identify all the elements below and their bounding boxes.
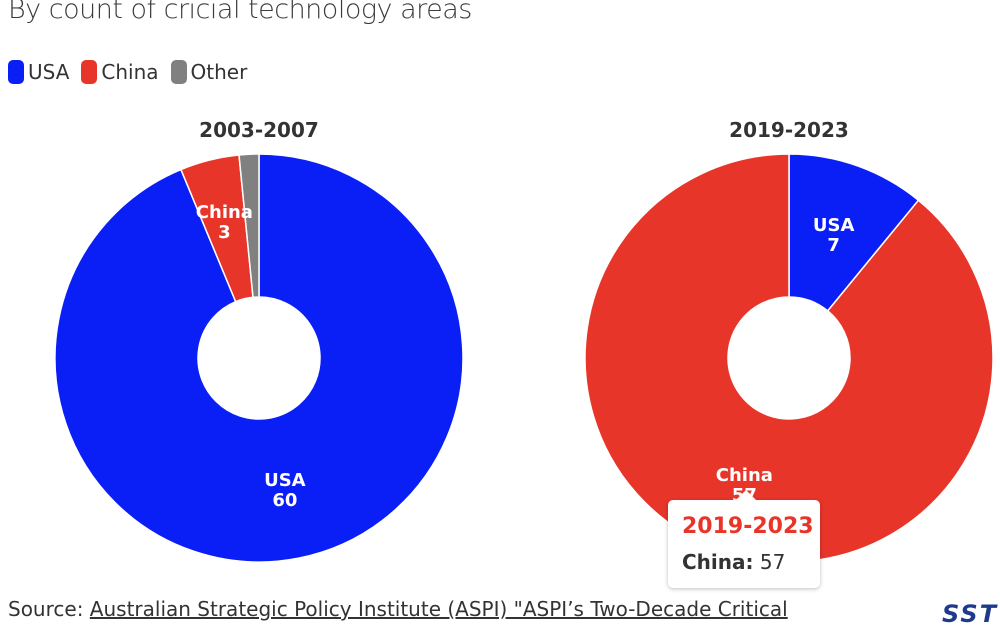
legend-item-usa[interactable]: USA xyxy=(8,60,69,84)
donut-title: 2019-2023 xyxy=(729,118,849,142)
data-label-usa: USA 60 xyxy=(264,470,306,511)
slice-other[interactable] xyxy=(238,153,260,299)
donut-title: 2003-2007 xyxy=(199,118,319,142)
chart-subtitle: By count of cricial technology areas xyxy=(8,0,472,25)
tooltip-title: 2019-2023 xyxy=(682,514,814,539)
legend-item-china[interactable]: China xyxy=(81,60,159,84)
tooltip-body: China: 57 xyxy=(682,550,785,574)
slice-usa[interactable] xyxy=(54,153,464,563)
legend-swatch-other xyxy=(170,60,187,84)
legend-item-other[interactable]: Other xyxy=(170,60,248,84)
slice-china[interactable] xyxy=(584,153,994,563)
legend-label: China xyxy=(101,60,159,84)
legend-swatch-china xyxy=(81,60,98,84)
logo: SST xyxy=(942,600,999,628)
donut-chart-1: 2003-2007 USA 60 China 3 xyxy=(54,118,464,563)
data-label-china: China 3 xyxy=(196,202,253,243)
tooltip: 2019-2023 China: 57 xyxy=(668,490,820,588)
data-label-usa: USA 7 xyxy=(813,215,855,256)
source-prefix: Source: xyxy=(8,597,84,621)
source-line: Source: Australian Strategic Policy Inst… xyxy=(8,597,788,621)
tooltip-series: China: xyxy=(682,550,754,574)
legend: USA China Other xyxy=(8,60,247,84)
source-link[interactable]: Australian Strategic Policy Institute (A… xyxy=(89,597,788,621)
tooltip-value: 57 xyxy=(759,550,786,574)
slice-usa[interactable] xyxy=(788,153,920,312)
legend-swatch-usa xyxy=(8,60,24,84)
donut-chart-2: 2019-2023USA7China57 xyxy=(584,118,994,563)
legend-label: Other xyxy=(190,60,248,84)
legend-label: USA xyxy=(28,60,70,84)
